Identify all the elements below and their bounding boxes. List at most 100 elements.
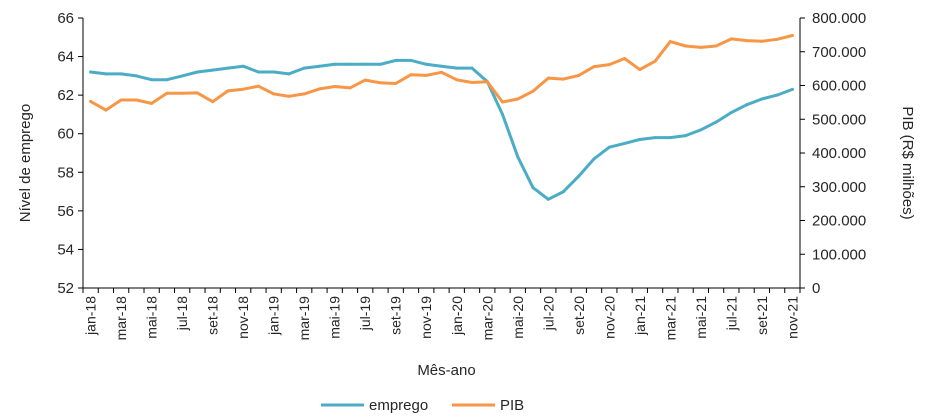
y-left-tick-label: 62 [57, 87, 74, 104]
data-point-pib [134, 98, 138, 102]
data-point-emprego [150, 78, 154, 82]
data-point-pib [623, 57, 627, 60]
data-point-emprego [623, 141, 627, 145]
y-left-tick-label: 52 [57, 280, 74, 297]
data-point-pib [317, 87, 321, 91]
y-left-tick-label: 66 [57, 10, 74, 27]
data-point-emprego [775, 93, 779, 97]
y-left-tick-label: 58 [57, 164, 74, 181]
data-point-emprego [272, 70, 276, 74]
data-point-pib [363, 78, 367, 82]
y-left-tick-label: 56 [57, 203, 74, 220]
x-axis-title: Mês-ano [417, 362, 475, 379]
legend: emprego PIB [321, 397, 524, 414]
data-point-emprego [760, 97, 764, 101]
x-tick-label: mai-21 [693, 296, 709, 339]
data-point-emprego [501, 112, 505, 116]
data-point-emprego [241, 64, 245, 68]
y-right-tick-label: 800.000 [812, 10, 866, 27]
x-tick-label: jan-19 [266, 296, 282, 336]
data-point-pib [256, 84, 260, 88]
y-axis-left-title: Nível de emprego [17, 104, 34, 222]
data-point-pib [531, 89, 535, 93]
y-right-tick-label: 500.000 [812, 111, 866, 128]
data-point-emprego [89, 70, 93, 74]
data-point-emprego [165, 78, 169, 82]
data-point-pib [104, 108, 108, 112]
x-tick-label: nov-18 [235, 296, 251, 339]
data-point-pib [119, 98, 123, 102]
data-point-pib [165, 91, 169, 95]
data-point-emprego [378, 62, 382, 66]
x-tick-label: mar-18 [113, 296, 129, 341]
data-point-pib [348, 86, 352, 90]
data-point-emprego [195, 70, 199, 74]
data-point-pib [455, 78, 459, 82]
x-tick-label: jul-20 [540, 296, 556, 331]
x-tick-label: mar-21 [662, 296, 678, 341]
x-tick-label: mar-19 [296, 296, 312, 341]
y-axis-right-title: PIB (R$ milhões) [899, 106, 916, 219]
data-point-pib [790, 34, 794, 38]
data-point-emprego [546, 197, 550, 201]
y-left-tick-label: 60 [57, 126, 74, 143]
data-point-pib [287, 94, 291, 98]
legend-label-pib: PIB [500, 397, 524, 414]
x-tick-label: set-20 [571, 296, 587, 335]
data-point-pib [516, 97, 520, 101]
x-tick-label: jul-19 [357, 296, 373, 331]
data-point-pib [394, 81, 398, 85]
data-point-pib [485, 80, 489, 84]
x-tick-label: set-21 [754, 296, 770, 335]
data-point-emprego [699, 128, 703, 132]
data-point-pib [195, 91, 199, 95]
data-point-emprego [607, 145, 611, 149]
data-point-pib [241, 87, 245, 91]
data-point-emprego [714, 120, 718, 124]
data-point-emprego [256, 70, 260, 74]
data-point-pib [668, 40, 672, 44]
data-point-emprego [348, 62, 352, 66]
data-point-emprego [668, 136, 672, 140]
data-point-pib [592, 65, 596, 69]
data-point-emprego [317, 64, 321, 68]
data-point-emprego [119, 72, 123, 76]
data-point-pib [546, 76, 550, 80]
data-point-pib [89, 99, 93, 103]
data-point-pib [607, 63, 611, 67]
y-left-tick-label: 64 [57, 49, 74, 66]
x-tick-label: mar-20 [479, 296, 495, 341]
data-point-pib [302, 92, 306, 96]
data-point-pib [424, 73, 428, 77]
data-point-pib [653, 59, 657, 63]
y-right-tick-label: 200.000 [812, 213, 866, 230]
x-tick-label: jul-21 [723, 296, 739, 331]
data-point-pib [226, 89, 230, 93]
data-point-pib [714, 44, 718, 48]
data-point-emprego [424, 62, 428, 66]
data-point-pib [470, 80, 474, 84]
data-point-emprego [440, 64, 443, 68]
data-point-emprego [729, 111, 733, 114]
axes-layer [78, 17, 805, 293]
data-point-emprego [409, 58, 413, 62]
y-right-tick-label: 400.000 [812, 145, 866, 162]
data-point-pib [409, 73, 413, 77]
data-point-emprego [333, 62, 337, 66]
data-point-emprego [562, 190, 566, 194]
data-point-pib [729, 37, 733, 41]
data-point-pib [562, 77, 566, 81]
data-point-emprego [302, 66, 306, 70]
x-tick-label: nov-19 [418, 296, 434, 339]
data-point-pib [638, 68, 642, 72]
data-point-emprego [790, 87, 794, 91]
labels-layer: 52 54 56 58 60 62 64 66 0 100.000 200.000 300.000 40… [17, 10, 916, 379]
data-point-pib [180, 91, 184, 95]
data-point-emprego [363, 62, 367, 66]
data-point-pib [440, 70, 443, 74]
y-right-tick-label: 100.000 [812, 246, 866, 263]
data-point-emprego [211, 68, 215, 72]
x-tick-label: mai-18 [144, 296, 160, 339]
